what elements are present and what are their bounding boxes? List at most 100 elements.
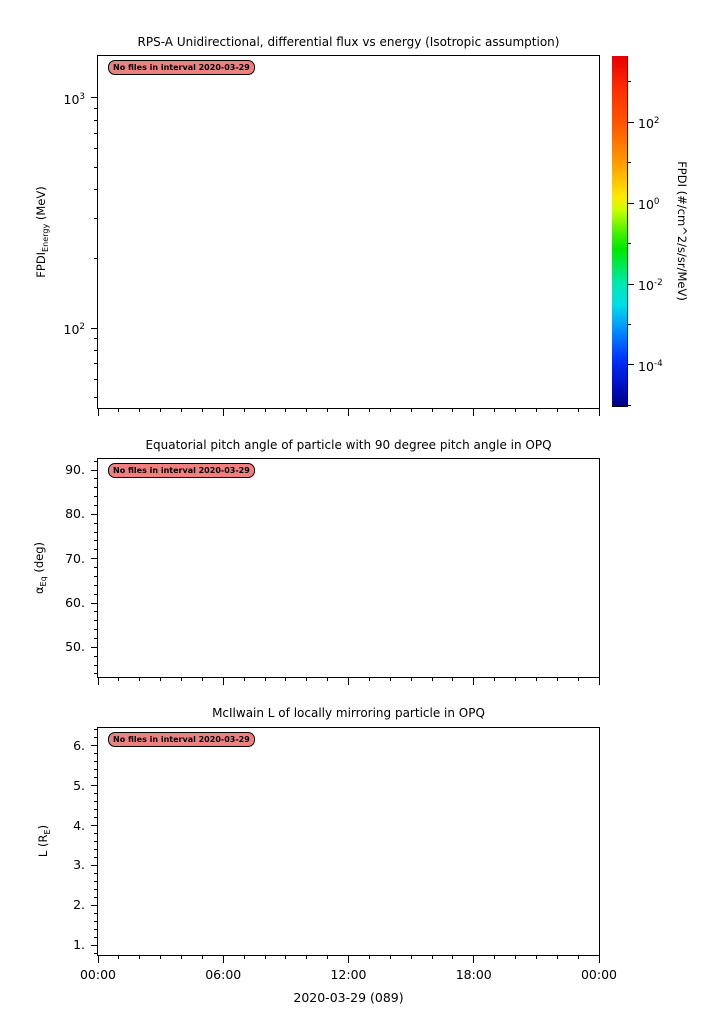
x-minor-tick-mark <box>160 408 162 412</box>
y-tick-label: 80. <box>65 506 85 522</box>
x-minor-tick-mark <box>431 955 433 959</box>
y-minor-tick-mark <box>94 761 98 763</box>
y-minor-tick-mark <box>94 928 98 930</box>
y-minor-tick-mark <box>94 531 98 533</box>
x-minor-tick-mark <box>368 408 370 412</box>
no-files-badge: No files in interval 2020-03-29 <box>108 463 255 478</box>
y-major-tick-mark <box>91 646 98 648</box>
no-files-badge: No files in interval 2020-03-29 <box>108 732 255 747</box>
x-minor-tick-mark <box>118 408 120 412</box>
x-minor-tick-mark <box>160 677 162 681</box>
x-major-tick-mark <box>348 408 349 416</box>
y-minor-tick-mark <box>94 753 98 755</box>
x-minor-tick-mark <box>118 677 120 681</box>
x-major-tick-mark <box>473 955 475 963</box>
y-major-tick-mark <box>91 944 98 946</box>
no-files-badge: No files in interval 2020-03-29 <box>108 60 255 75</box>
x-major-tick-mark <box>97 408 99 416</box>
y-minor-tick-mark <box>94 841 98 842</box>
colorbar-major-tick-mark <box>628 364 634 366</box>
y-tick-label: 4. <box>73 817 85 833</box>
colorbar-minor-tick-mark <box>628 81 631 83</box>
mcilwain-l-y-axis-label: L (RE) <box>35 824 53 858</box>
x-minor-tick-mark <box>306 677 308 681</box>
x-minor-tick-mark <box>535 955 537 959</box>
colorbar-major-tick-mark <box>628 283 634 285</box>
x-minor-tick-mark <box>410 677 412 681</box>
x-minor-tick-mark <box>535 408 537 412</box>
x-minor-tick-mark <box>139 408 141 412</box>
x-minor-tick-mark <box>515 677 516 681</box>
x-minor-tick-mark <box>577 955 579 959</box>
x-major-tick-mark <box>598 408 600 416</box>
y-tick-label: 5. <box>73 777 85 793</box>
x-minor-tick-mark <box>556 408 558 412</box>
x-minor-tick-mark <box>264 408 266 412</box>
flux-y-axis-label: FPDIEnergy (MeV) <box>33 186 51 278</box>
colorbar-minor-tick-mark <box>628 324 631 325</box>
colorbar-tick-label: 102 <box>638 116 660 132</box>
y-minor-tick-mark <box>94 856 98 858</box>
colorbar-axis-label: FPDI (#/cm^2/s/sr/MeV) <box>675 161 689 301</box>
x-minor-tick-mark <box>556 955 558 959</box>
y-minor-tick-mark <box>94 801 98 803</box>
y-minor-tick-mark <box>94 460 98 462</box>
y-major-tick-mark <box>91 513 98 515</box>
y-major-tick-mark <box>91 825 98 827</box>
y-minor-tick-mark <box>94 936 98 938</box>
x-tick-label: 06:00 <box>205 967 242 982</box>
y-minor-tick-mark <box>94 637 98 639</box>
y-minor-tick-mark <box>94 363 98 365</box>
colorbar-bottom-line <box>612 406 628 407</box>
x-minor-tick-mark <box>452 677 454 681</box>
x-minor-tick-mark <box>368 677 370 681</box>
x-minor-tick-mark <box>389 677 391 681</box>
x-major-tick-mark <box>97 677 99 685</box>
x-minor-tick-mark <box>556 677 558 681</box>
y-minor-tick-mark <box>94 567 98 569</box>
y-minor-tick-mark <box>94 487 98 489</box>
y-minor-tick-mark <box>94 880 98 882</box>
y-minor-tick-mark <box>94 593 98 595</box>
pitch-angle-y-axis-label: αEq (deg) <box>31 541 49 595</box>
y-minor-tick-mark <box>94 505 98 507</box>
x-minor-tick-mark <box>139 955 141 959</box>
y-minor-tick-mark <box>94 119 98 121</box>
y-minor-tick-mark <box>94 848 98 850</box>
x-tick-label: 00:00 <box>79 967 117 982</box>
y-minor-tick-mark <box>94 673 98 675</box>
y-minor-tick-mark <box>94 888 98 890</box>
x-minor-tick-mark <box>327 408 329 412</box>
y-minor-tick-mark <box>94 629 98 631</box>
x-minor-tick-mark <box>410 955 412 959</box>
y-tick-label: 6. <box>73 737 85 753</box>
y-minor-tick-mark <box>94 549 98 551</box>
x-minor-tick-mark <box>201 955 203 959</box>
y-tick-label: 50. <box>65 639 85 655</box>
x-major-tick-mark <box>222 408 224 416</box>
y-minor-tick-mark <box>94 809 98 811</box>
colorbar-major-tick-mark <box>628 121 634 123</box>
x-minor-tick-mark <box>577 677 579 681</box>
pitch-angle-panel-title: Equatorial pitch angle of particle with … <box>145 438 552 452</box>
x-major-tick-mark <box>348 955 349 963</box>
mcilwain-l-panel: No files in interval 2020-03-29 6. 5. 4. 3.… <box>73 727 617 982</box>
y-minor-tick-mark <box>94 350 98 352</box>
y-minor-tick-mark <box>94 258 98 260</box>
x-minor-tick-mark <box>431 677 433 681</box>
x-minor-tick-mark <box>389 408 391 412</box>
y-minor-tick-mark <box>94 217 98 219</box>
x-minor-tick-mark <box>201 408 203 412</box>
mcilwain-l-panel-title: McIlwain L of locally mirroring particle… <box>212 706 485 720</box>
x-axis-date-label: 2020-03-29 (089) <box>293 990 404 1005</box>
flux-colorbar: 102 100 10-2 10-4 <box>612 56 663 407</box>
x-major-tick-mark <box>598 955 600 963</box>
x-major-tick-mark <box>222 955 224 963</box>
y-major-tick-mark <box>91 327 98 329</box>
flux-panel-title: RPS-A Unidirectional, differential flux … <box>137 35 560 49</box>
y-tick-label: 103 <box>63 91 85 108</box>
x-minor-tick-mark <box>452 955 454 959</box>
y-minor-tick-mark <box>94 912 98 914</box>
y-minor-tick-mark <box>94 107 98 109</box>
y-minor-tick-mark <box>94 833 98 835</box>
